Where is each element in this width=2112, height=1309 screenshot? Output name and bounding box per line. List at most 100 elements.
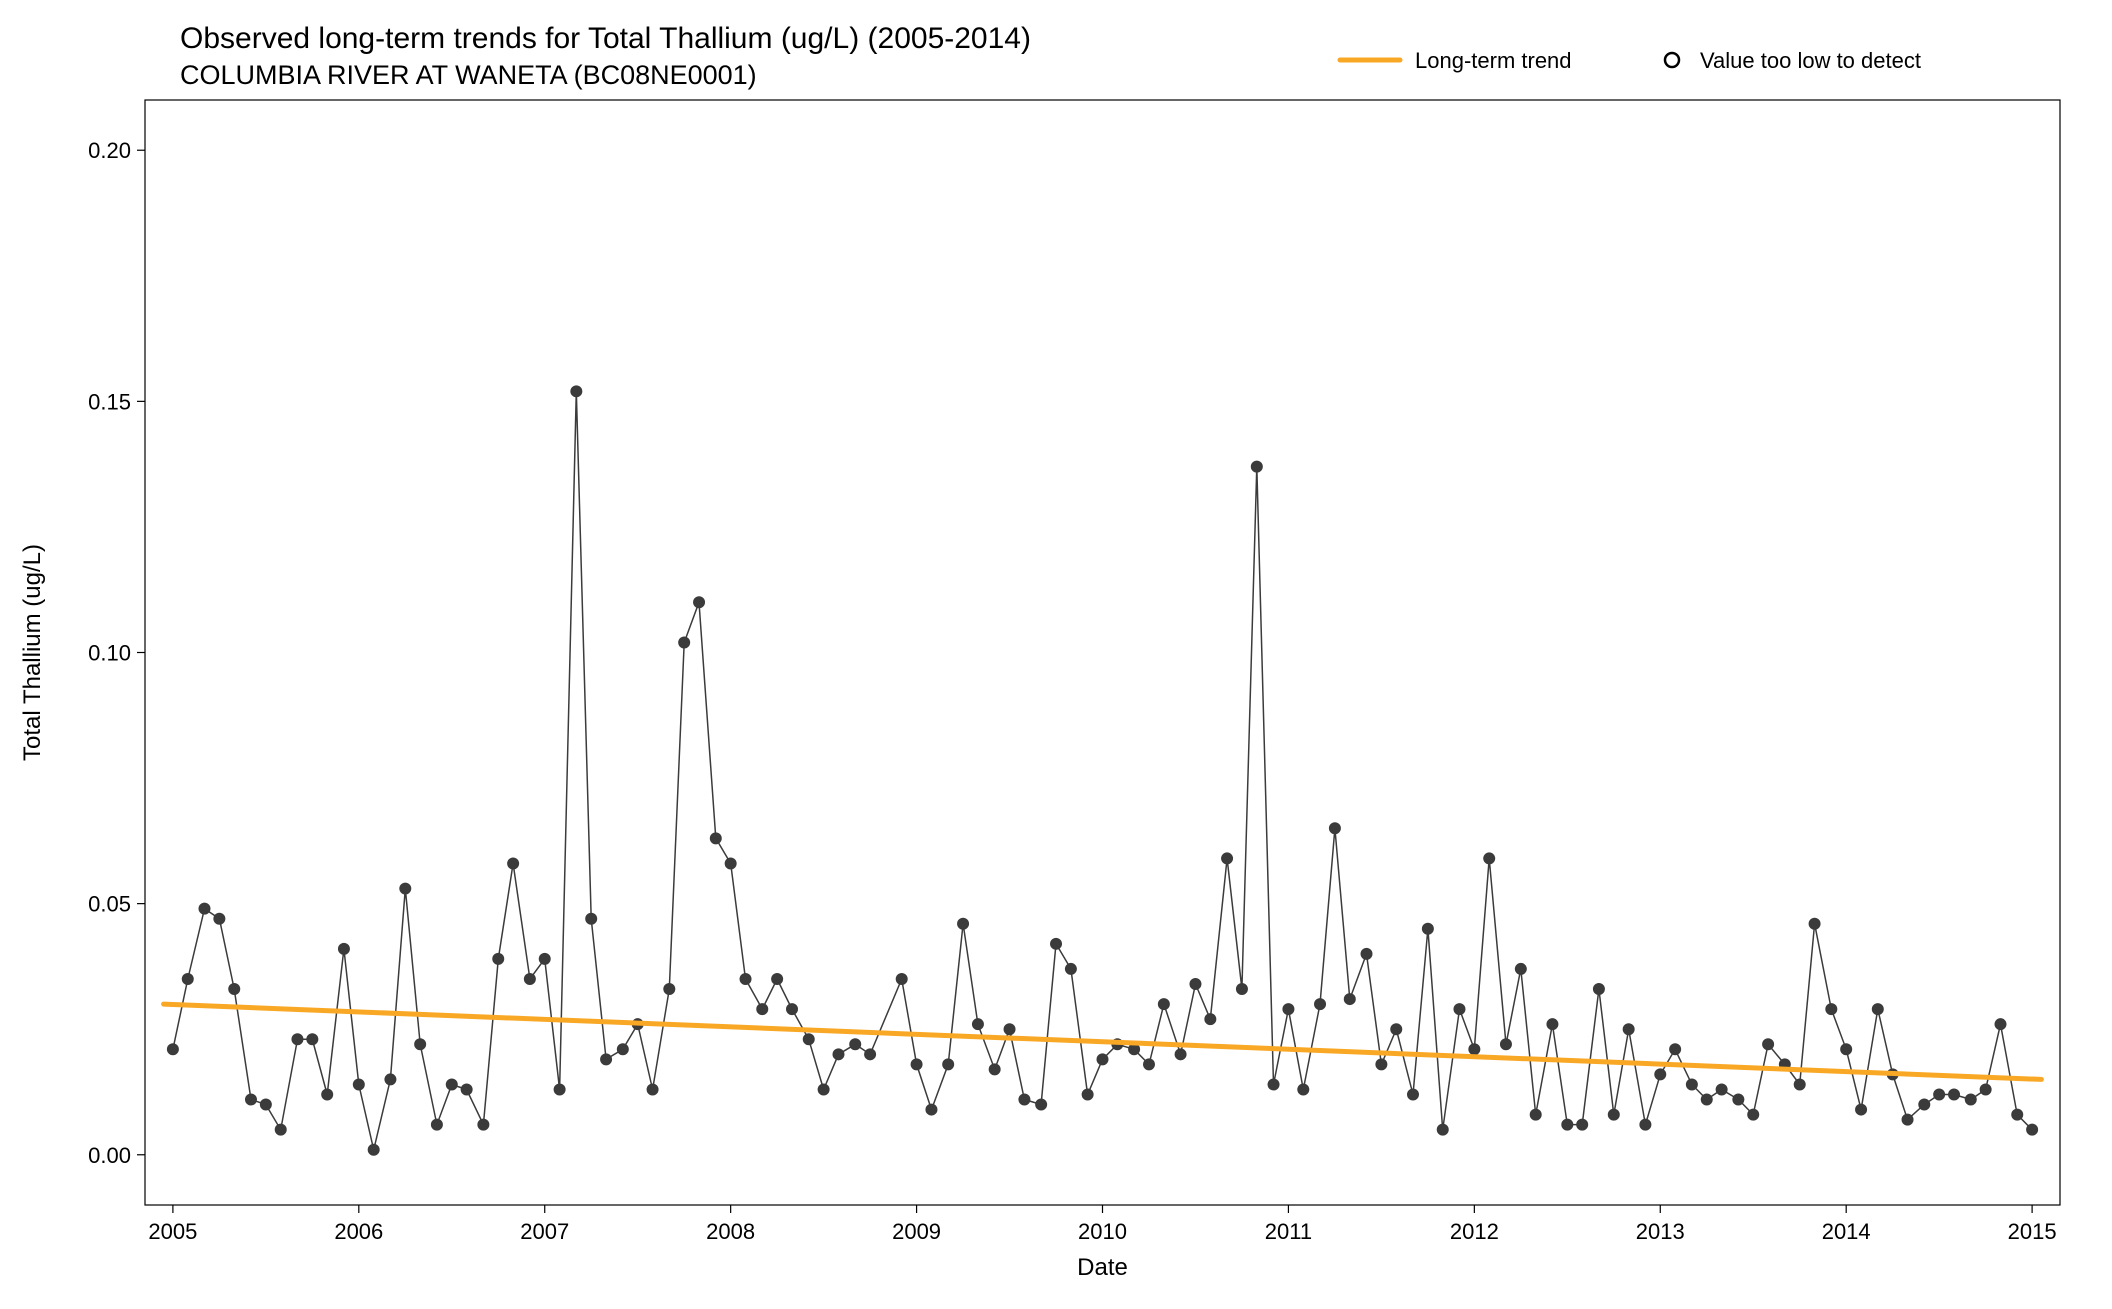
data-point — [1065, 963, 1076, 974]
y-axis-label: Total Thallium (ug/L) — [19, 544, 46, 761]
data-point — [647, 1084, 658, 1095]
data-point — [1748, 1109, 1759, 1120]
data-point — [539, 953, 550, 964]
data-point — [385, 1074, 396, 1085]
data-point — [1670, 1044, 1681, 1055]
data-point — [1004, 1024, 1015, 1035]
data-point — [1902, 1114, 1913, 1125]
chart-title: Observed long-term trends for Total Thal… — [180, 22, 1031, 56]
data-point — [1175, 1049, 1186, 1060]
data-point — [1283, 1004, 1294, 1015]
data-point — [307, 1034, 318, 1045]
data-point — [1019, 1094, 1030, 1105]
y-tick-label: 0.15 — [88, 389, 131, 414]
legend-label-detect: Value too low to detect — [1700, 48, 1921, 73]
data-point — [1484, 853, 1495, 864]
data-point — [1236, 984, 1247, 995]
data-point — [1716, 1084, 1727, 1095]
x-tick-label: 2010 — [1078, 1219, 1127, 1244]
data-point — [1841, 1044, 1852, 1055]
data-point — [1794, 1079, 1805, 1090]
data-point — [478, 1119, 489, 1130]
data-point — [694, 597, 705, 608]
chart-container: Observed long-term trends for Total Thal… — [0, 0, 2112, 1309]
data-point — [1733, 1094, 1744, 1105]
y-tick-label: 0.00 — [88, 1143, 131, 1168]
data-point — [2027, 1124, 2038, 1135]
data-point — [2012, 1109, 2023, 1120]
data-point — [958, 918, 969, 929]
data-point — [493, 953, 504, 964]
data-point — [1995, 1019, 2006, 1030]
data-point — [1344, 994, 1355, 1005]
data-point — [833, 1049, 844, 1060]
data-point — [772, 973, 783, 984]
data-point — [415, 1039, 426, 1050]
data-point — [664, 984, 675, 995]
data-point — [1082, 1089, 1093, 1100]
x-axis-label: Date — [1077, 1254, 1128, 1281]
data-point — [586, 913, 597, 924]
data-point — [1143, 1059, 1154, 1070]
data-point — [322, 1089, 333, 1100]
x-tick-label: 2008 — [706, 1219, 755, 1244]
data-point — [850, 1039, 861, 1050]
x-tick-label: 2011 — [1265, 1219, 1312, 1244]
data-point — [1268, 1079, 1279, 1090]
data-point — [571, 386, 582, 397]
x-tick-label: 2009 — [892, 1219, 941, 1244]
data-point — [803, 1034, 814, 1045]
data-point — [1437, 1124, 1448, 1135]
data-point — [1251, 461, 1262, 472]
y-tick-label: 0.20 — [88, 138, 131, 163]
data-point — [911, 1059, 922, 1070]
data-point — [446, 1079, 457, 1090]
data-point — [1036, 1099, 1047, 1110]
legend-swatch-circle — [1665, 53, 1679, 67]
x-tick-label: 2006 — [334, 1219, 383, 1244]
data-point — [989, 1064, 1000, 1075]
data-point — [1593, 984, 1604, 995]
data-point — [400, 883, 411, 894]
plot-panel — [145, 100, 2060, 1205]
data-point — [818, 1084, 829, 1095]
data-point — [1856, 1104, 1867, 1115]
x-tick-label: 2014 — [1822, 1219, 1871, 1244]
data-point — [1530, 1109, 1541, 1120]
x-tick-label: 2007 — [520, 1219, 569, 1244]
data-point — [229, 984, 240, 995]
data-point — [1686, 1079, 1697, 1090]
data-point — [1809, 918, 1820, 929]
data-point — [725, 858, 736, 869]
data-point — [601, 1054, 612, 1065]
data-point — [1980, 1084, 1991, 1095]
data-point — [292, 1034, 303, 1045]
data-point — [787, 1004, 798, 1015]
data-point — [182, 973, 193, 984]
data-point — [1655, 1069, 1666, 1080]
data-point — [508, 858, 519, 869]
data-point — [1577, 1119, 1588, 1130]
data-point — [926, 1104, 937, 1115]
data-point — [1826, 1004, 1837, 1015]
data-point — [1547, 1019, 1558, 1030]
data-point — [1391, 1024, 1402, 1035]
y-tick-label: 0.05 — [88, 892, 131, 917]
data-point — [461, 1084, 472, 1095]
chart-svg: 0.000.050.100.150.2020052006200720082009… — [0, 0, 2112, 1309]
data-point — [245, 1094, 256, 1105]
data-point — [214, 913, 225, 924]
data-point — [1407, 1089, 1418, 1100]
data-point — [943, 1059, 954, 1070]
data-point — [1298, 1084, 1309, 1095]
data-point — [1934, 1089, 1945, 1100]
data-point — [1190, 979, 1201, 990]
legend-label-trend: Long-term trend — [1415, 48, 1572, 73]
data-point — [1500, 1039, 1511, 1050]
chart-subtitle: COLUMBIA RIVER AT WANETA (BC08NE0001) — [180, 60, 757, 91]
data-point — [1097, 1054, 1108, 1065]
data-point — [275, 1124, 286, 1135]
data-point — [431, 1119, 442, 1130]
data-point — [1701, 1094, 1712, 1105]
data-point — [524, 973, 535, 984]
